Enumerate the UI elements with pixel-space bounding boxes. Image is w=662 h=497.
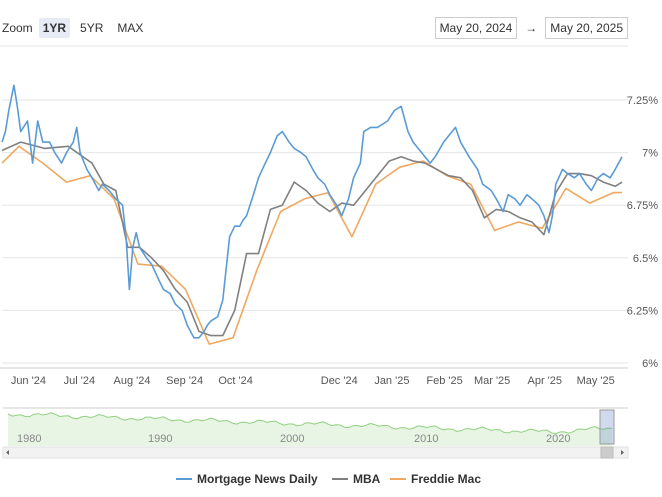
x-tick-label: Mar '25: [474, 375, 510, 387]
navigator-line: [7, 412, 613, 435]
x-tick-label: Aug '24: [114, 375, 151, 387]
y-tick-label: 7.25%: [627, 95, 658, 107]
y-tick-label: 7%: [642, 148, 658, 160]
scrollbar-thumb: [600, 446, 614, 459]
x-tick-label: Jan '25: [374, 375, 409, 387]
x-tick-label: Apr '25: [528, 375, 563, 387]
navigator-year-label: 2000: [280, 433, 304, 445]
navigator-year-label: 2020: [546, 433, 570, 445]
zoom-max-button[interactable]: MAX: [117, 21, 144, 35]
legend-item-label: Mortgage News Daily: [197, 472, 318, 486]
x-tick-label: Dec '24: [321, 375, 358, 387]
x-tick-label: Sep '24: [166, 375, 203, 387]
navigator-scrollbar: [2, 446, 629, 459]
navigator-year-label: 1980: [17, 433, 41, 445]
series-line-mortgage-news-daily: [1, 84, 623, 339]
x-tick-label: May '25: [577, 375, 615, 387]
y-tick-label: 6%: [642, 358, 658, 370]
scroll-right-icon: [621, 450, 624, 455]
zoom-label: Zoom: [2, 21, 33, 35]
legend-item-label: MBA: [353, 472, 381, 486]
navigator-selection-handle: [599, 409, 615, 445]
zoom-bar: Zoom 1YR 5YR MAX: [2, 17, 153, 39]
y-tick-label: 6.5%: [633, 253, 658, 265]
y-tick-label: 6.25%: [627, 305, 658, 317]
series-line-mba: [1, 141, 623, 337]
date-range: May 20, 2024 → May 20, 2025: [434, 17, 628, 39]
x-tick-label: Oct '24: [218, 375, 253, 387]
range-arrow: →: [525, 21, 538, 35]
x-tick-label: Jul '24: [64, 375, 95, 387]
range-to-input[interactable]: May 20, 2025: [545, 17, 628, 39]
y-tick-label: 6.75%: [627, 200, 658, 212]
range-from-input[interactable]: May 20, 2024: [434, 17, 518, 39]
x-tick-label: Feb '25: [426, 375, 462, 387]
navigator-fill: [8, 412, 612, 446]
scroll-left-icon: [6, 450, 9, 455]
navigator-year-label: 2010: [414, 433, 438, 445]
x-tick-label: Jun '24: [11, 375, 46, 387]
navigator-year-label: 1990: [148, 433, 172, 445]
series-line-freddie-mac: [1, 145, 622, 345]
zoom-1yr-button[interactable]: 1YR: [38, 18, 71, 38]
legend-item-label: Freddie Mac: [411, 472, 481, 486]
zoom-5yr-button[interactable]: 5YR: [80, 21, 104, 35]
